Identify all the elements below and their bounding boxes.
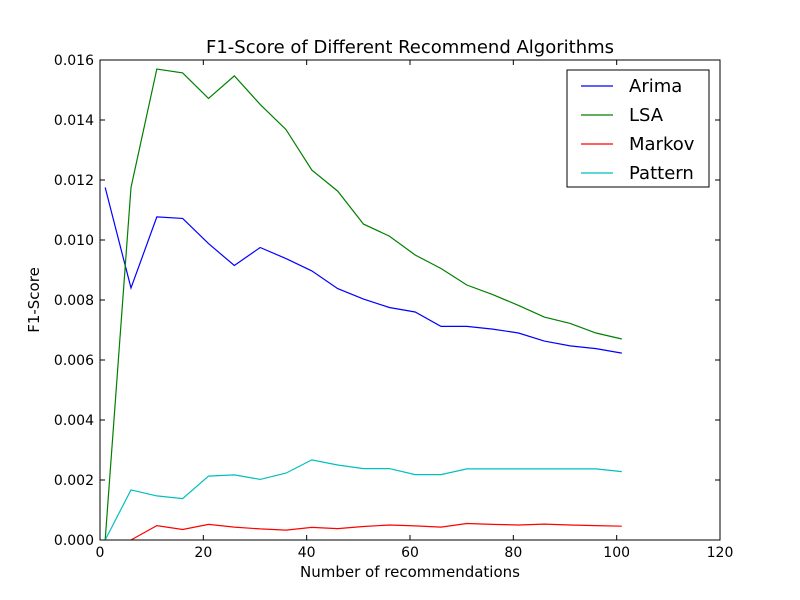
x-tick-label: 0 [96,545,105,561]
y-tick-label: 0.008 [54,293,94,309]
series-line-pattern [104,459,622,541]
x-axis-title: Number of recommendations [300,563,520,581]
y-tick-label: 0.006 [54,353,94,369]
chart-title: F1-Score of Different Recommend Algorith… [206,37,614,58]
y-tick-label: 0.002 [54,473,94,489]
x-tick-label: 120 [707,545,734,561]
x-tick-label: 40 [298,545,316,561]
y-tick-label: 0.004 [54,413,94,429]
y-tick-label: 0.014 [54,113,94,129]
legend-label-pattern: Pattern [629,163,694,184]
x-tick-label: 100 [603,545,630,561]
series-line-arima [104,187,622,354]
y-tick-label: 0.012 [54,173,94,189]
x-tick-label: 20 [194,545,212,561]
legend-label-markov: Markov [629,134,695,155]
y-axis-title: F1-Score [25,267,43,333]
x-tick-label: 80 [504,545,522,561]
y-tick-label: 0.010 [54,233,94,249]
series-line-lsa [104,68,622,541]
series-line-markov [130,522,622,541]
legend-label-arima: Arima [629,76,682,97]
legend-box [566,69,710,188]
legend: Arima LSA Markov Pattern [566,69,710,188]
legend-label-lsa: LSA [629,105,664,126]
x-tick-label: 60 [401,545,419,561]
y-tick-label: 0.016 [54,53,94,69]
y-tick-label: 0.000 [54,533,94,549]
axis-ticks: 0 20 40 60 80 100 120 0.000 0.002 0.004 0.006 0.008… [54,53,733,561]
plot-lines [104,68,622,541]
